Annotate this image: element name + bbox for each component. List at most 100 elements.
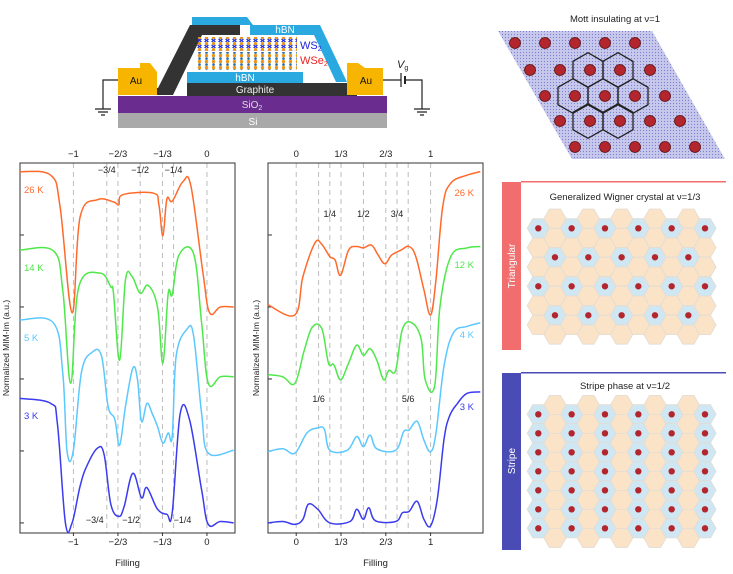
electron-dot xyxy=(568,506,575,513)
electron-dot xyxy=(635,487,642,494)
chart-hole-doping: −1 −1 −2/3 −2/3 −1/3 −1/3 0 0 Filling Normalized … xyxy=(1,149,236,569)
triangular-top-line xyxy=(521,181,726,183)
ground-wire-left xyxy=(95,79,118,116)
sio2-label-sub: 2 xyxy=(258,105,262,112)
electron-dot xyxy=(569,90,581,102)
moire-unit-cell xyxy=(602,102,634,140)
filling-annotation: −1/2 xyxy=(131,165,149,175)
electron-dot xyxy=(569,141,581,153)
electron-dot xyxy=(651,312,659,319)
electron-dot xyxy=(601,411,609,418)
electron-dot xyxy=(635,449,642,456)
filling-annotation: 5/6 xyxy=(402,394,415,404)
ws2-label: WS2 xyxy=(300,40,322,53)
electron-dot xyxy=(554,115,566,127)
electron-dot xyxy=(689,141,701,153)
ws2-layer xyxy=(197,37,297,51)
electron-dot xyxy=(599,37,611,49)
electron-dot xyxy=(701,283,709,290)
electron-dot xyxy=(668,487,675,494)
electron-dot xyxy=(601,449,609,456)
electron-dot xyxy=(659,141,671,153)
electron-dot xyxy=(535,506,542,513)
series-line-26k xyxy=(19,170,234,316)
electron-dot xyxy=(601,430,609,437)
plot-frame xyxy=(267,162,484,534)
triangular-side-label: Triangular xyxy=(507,243,518,288)
electron-dot xyxy=(569,37,581,49)
ws2-label-sub: 2 xyxy=(318,46,322,53)
filling-annotation: 3/4 xyxy=(391,209,404,219)
x-tick-label-top: 0 xyxy=(294,149,299,160)
filling-annotation: −1/2 xyxy=(122,515,140,525)
electron-dot xyxy=(599,90,611,102)
stripe-panel-title: Stripe phase at ν=1/2 xyxy=(580,381,670,392)
electron-dot xyxy=(651,254,659,261)
electron-dot xyxy=(535,283,542,290)
electron-dot xyxy=(659,90,671,102)
filling-annotation: −1/4 xyxy=(165,165,183,175)
hbn-top-label: hBN xyxy=(275,25,294,36)
electron-dot xyxy=(701,468,709,475)
electron-dot xyxy=(635,283,642,290)
x-tick-label-bottom: 1 xyxy=(428,537,433,548)
electron-dot xyxy=(568,525,575,532)
electron-dot xyxy=(668,468,675,475)
wse2-label: WSe2 xyxy=(300,55,328,68)
chart-electron-doping: 0 0 1/3 1/3 2/3 2/3 1 1 Filling Normalized MIM-Im… xyxy=(251,149,484,569)
mott-insulator-panel: Mott insulating at ν=1 xyxy=(498,14,725,159)
temperature-label: 26 K xyxy=(454,188,474,199)
electron-dot xyxy=(701,487,709,494)
electron-dot xyxy=(668,283,675,290)
stripe-top-line xyxy=(521,372,726,374)
electron-dot xyxy=(701,430,709,437)
x-tick-label-top: −1 xyxy=(68,149,79,160)
electron-dot xyxy=(601,225,609,232)
electron-dot xyxy=(618,254,625,261)
electron-dot xyxy=(644,115,656,127)
filling-annotation: 1/2 xyxy=(357,209,370,219)
electron-dot xyxy=(568,487,575,494)
x-tick-label-bottom: −1 xyxy=(68,537,79,548)
bottom-graphite-gate xyxy=(187,83,357,96)
device-schematic: hBN WS2 WSe2 hBN Graphite SiO2 Si Au Au … xyxy=(95,17,430,128)
electron-dot xyxy=(585,312,592,319)
series-line-14k xyxy=(19,246,234,388)
filling-annotation: −1/4 xyxy=(174,515,192,525)
electron-dot xyxy=(599,141,611,153)
electron-dot xyxy=(635,411,642,418)
empty-site xyxy=(693,314,717,336)
filling-annotation: −3/4 xyxy=(98,165,116,175)
electron-dot xyxy=(635,430,642,437)
electron-dot xyxy=(629,141,641,153)
electron-dot xyxy=(668,225,675,232)
temperature-label: 26 K xyxy=(24,185,44,196)
mott-unit-cells xyxy=(557,51,649,140)
sio2-label-main: SiO xyxy=(242,100,259,111)
electron-dot xyxy=(701,449,709,456)
stripe-side-bar xyxy=(502,373,521,550)
wse2-label-main: WSe xyxy=(300,55,324,67)
stripe-lattice xyxy=(526,394,717,548)
temperature-label: 3 K xyxy=(24,411,39,422)
y-axis-label: Normalized MIM-Im (a.u.) xyxy=(1,300,11,397)
electron-dot xyxy=(584,115,596,127)
wigner-crystal-panel: Triangular Generalized Wigner crystal at… xyxy=(502,181,726,350)
electron-dot xyxy=(635,506,642,513)
electron-dot xyxy=(551,312,559,319)
stripe-phase-panel: Stripe Stripe phase at ν=1/2 xyxy=(502,372,726,550)
electron-dot xyxy=(509,37,521,49)
x-tick-label-bottom: 1/3 xyxy=(334,537,347,548)
si-label: Si xyxy=(249,117,258,128)
electron-dot xyxy=(685,312,692,319)
electron-dot xyxy=(535,411,542,418)
temperature-label: 12 K xyxy=(454,260,474,271)
x-tick-label-bottom: 0 xyxy=(204,537,209,548)
electron-dot xyxy=(601,525,609,532)
vg-label-main: V xyxy=(397,59,406,71)
electron-dot xyxy=(568,225,575,232)
electron-dot xyxy=(668,506,675,513)
vg-label: Vg xyxy=(397,59,408,72)
ws2-label-main: WS xyxy=(300,40,318,52)
